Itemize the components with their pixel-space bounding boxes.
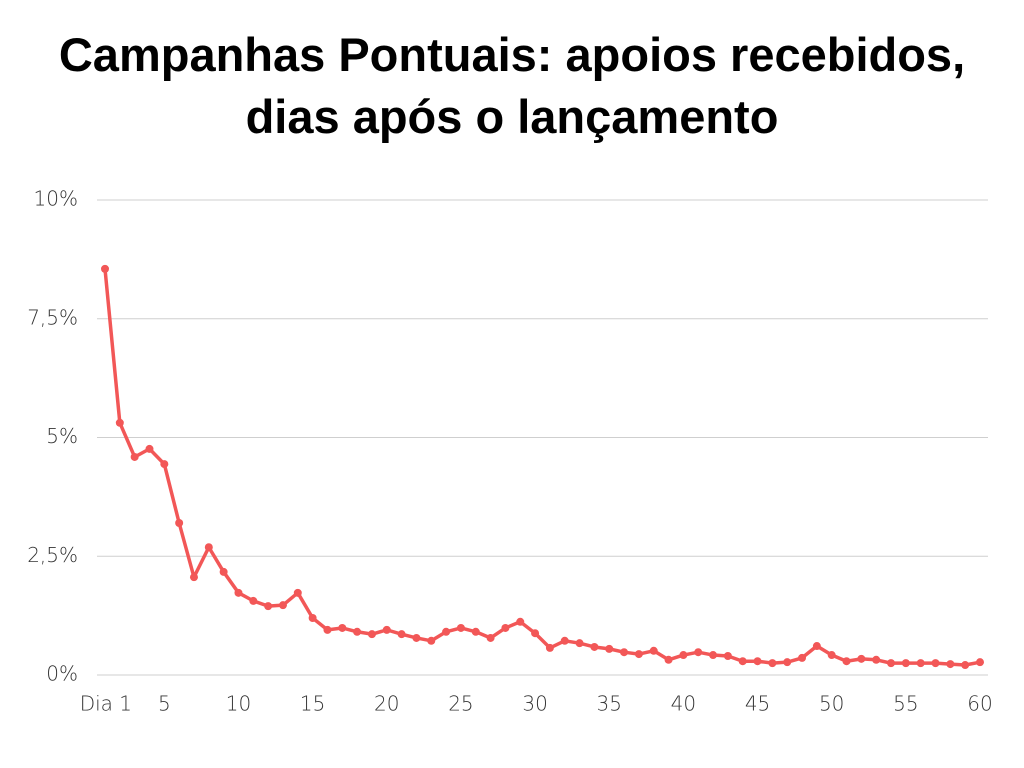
x-tick-label: 35 — [597, 692, 622, 716]
data-point — [961, 661, 970, 670]
data-point — [783, 658, 792, 667]
data-point — [234, 588, 243, 597]
data-point — [857, 654, 866, 663]
data-point — [101, 264, 109, 273]
data-point — [323, 625, 332, 634]
data-point — [798, 653, 807, 662]
x-tick-label: Dia 1 — [80, 692, 132, 716]
data-point — [308, 614, 317, 622]
data-point — [204, 543, 213, 552]
x-tick-label: 5 — [158, 692, 171, 716]
x-tick-label: 40 — [671, 692, 696, 716]
y-tick-label: 7,5% — [27, 305, 78, 329]
data-point — [382, 625, 391, 634]
data-point — [664, 655, 673, 664]
data-point — [634, 650, 643, 659]
data-point — [249, 596, 258, 605]
x-tick-label: 30 — [522, 692, 547, 716]
data-point — [412, 633, 421, 642]
y-tick-label: 2,5% — [27, 543, 78, 567]
data-line — [103, 268, 981, 667]
y-tick-label: 0% — [46, 662, 78, 686]
data-point — [812, 642, 821, 651]
data-point — [115, 418, 124, 427]
data-point — [560, 636, 569, 645]
data-point — [620, 648, 629, 657]
data-point — [887, 659, 896, 668]
chart-title: Campanhas Pontuais: apoios recebidos, di… — [58, 28, 966, 143]
data-point — [946, 660, 955, 669]
data-point — [486, 633, 495, 642]
data-point — [175, 519, 184, 527]
x-tick-label: 60 — [967, 692, 992, 716]
data-point — [976, 658, 984, 667]
data-point — [442, 627, 451, 636]
data-point — [471, 627, 480, 636]
y-tick-label: 5% — [46, 424, 78, 448]
data-point — [842, 657, 851, 666]
data-point — [160, 460, 169, 469]
data-point — [338, 623, 347, 632]
data-point — [605, 644, 614, 653]
data-point — [545, 643, 554, 652]
x-tick-label: 45 — [745, 692, 770, 716]
data-point — [694, 648, 703, 657]
data-point — [264, 602, 273, 611]
x-tick-label: 15 — [300, 692, 325, 716]
data-point — [456, 623, 465, 632]
data-point — [293, 588, 302, 597]
data-point — [649, 646, 658, 655]
data-point — [278, 601, 287, 610]
data-point — [397, 630, 406, 639]
data-point — [916, 659, 925, 668]
data-point — [931, 659, 940, 668]
data-point — [501, 623, 510, 632]
data-point — [189, 573, 198, 582]
x-tick-label: 55 — [893, 692, 918, 716]
data-point — [901, 659, 910, 668]
data-point — [219, 567, 228, 576]
data-point — [145, 444, 154, 453]
data-point — [768, 659, 777, 668]
data-point — [827, 651, 836, 660]
data-point — [679, 651, 688, 660]
data-point — [427, 636, 436, 645]
data-point — [575, 639, 584, 648]
data-point — [723, 652, 732, 660]
data-point — [353, 627, 362, 636]
data-point — [709, 651, 718, 660]
data-point — [590, 642, 599, 651]
data-point — [130, 452, 139, 461]
y-tick-label: 10% — [34, 187, 78, 211]
data-point — [531, 629, 540, 638]
x-tick-label: 10 — [226, 692, 251, 716]
data-point — [516, 617, 525, 626]
data-point — [753, 657, 762, 666]
x-tick-label: 50 — [819, 692, 844, 716]
data-point — [738, 657, 747, 666]
data-point — [367, 630, 376, 639]
x-tick-label: 25 — [448, 692, 473, 716]
data-point — [872, 655, 881, 664]
x-tick-label: 20 — [374, 692, 399, 716]
